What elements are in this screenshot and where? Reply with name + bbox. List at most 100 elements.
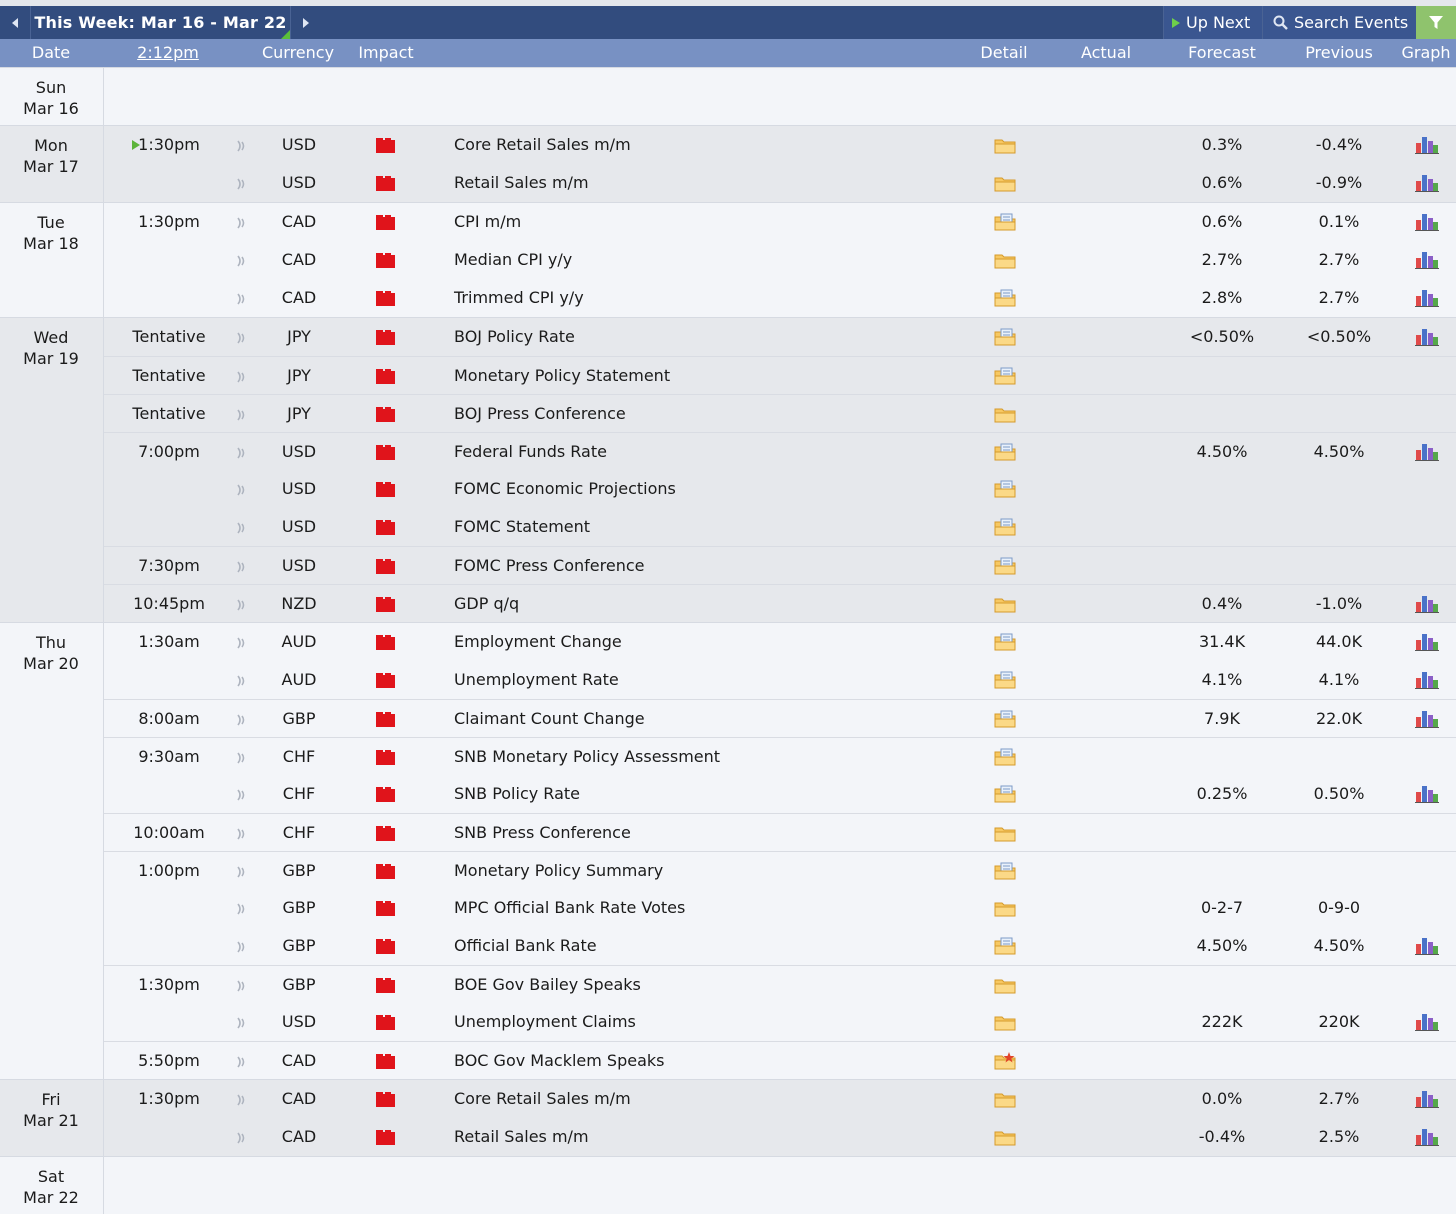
event-row[interactable]: USD FOMC Economic Projections	[104, 470, 1456, 508]
detail-button[interactable]	[994, 1128, 1016, 1146]
event-row[interactable]: Tentative JPY BOJ Policy Rate <0.50% <0.50%	[104, 318, 1456, 356]
detail-button[interactable]	[994, 213, 1016, 231]
detail-button[interactable]	[994, 136, 1016, 154]
event-title[interactable]: Claimant Count Change	[454, 709, 645, 728]
alarm-button[interactable]	[236, 138, 248, 152]
alarm-button[interactable]	[236, 826, 248, 840]
alarm-button[interactable]	[236, 215, 248, 229]
next-week-button[interactable]	[290, 6, 321, 39]
graph-button[interactable]	[1415, 669, 1439, 689]
graph-button[interactable]	[1415, 1126, 1439, 1146]
header-current-time[interactable]: 2:12pm	[137, 43, 199, 62]
event-row[interactable]: 9:30am CHF SNB Monetary Policy Assessment	[104, 737, 1456, 775]
event-row[interactable]: AUD Unemployment Rate 4.1% 4.1%	[104, 661, 1456, 699]
event-title[interactable]: Core Retail Sales m/m	[454, 1089, 631, 1108]
alarm-button[interactable]	[236, 520, 248, 534]
event-row[interactable]: 1:30pm CAD CPI m/m 0.6% 0.1%	[104, 203, 1456, 241]
alarm-button[interactable]	[236, 1054, 248, 1068]
alarm-button[interactable]	[236, 407, 248, 421]
event-row[interactable]: 5:50pm CAD BOC Gov Macklem Speaks	[104, 1041, 1456, 1079]
alarm-button[interactable]	[236, 597, 248, 611]
alarm-button[interactable]	[236, 559, 248, 573]
graph-button[interactable]	[1415, 935, 1439, 955]
detail-button[interactable]	[994, 443, 1016, 461]
event-row[interactable]: USD Unemployment Claims 222K 220K	[104, 1003, 1456, 1041]
detail-button[interactable]	[994, 405, 1016, 423]
graph-button[interactable]	[1415, 326, 1439, 346]
alarm-button[interactable]	[236, 445, 248, 459]
event-title[interactable]: BOJ Press Conference	[454, 404, 626, 423]
event-row[interactable]: Tentative JPY BOJ Press Conference	[104, 394, 1456, 432]
detail-button[interactable]	[994, 671, 1016, 689]
alarm-button[interactable]	[236, 864, 248, 878]
previous-week-button[interactable]	[0, 6, 31, 39]
event-title[interactable]: Official Bank Rate	[454, 936, 597, 955]
event-row[interactable]: 8:00am GBP Claimant Count Change 7.9K 22.0K	[104, 699, 1456, 737]
alarm-button[interactable]	[236, 673, 248, 687]
event-title[interactable]: Federal Funds Rate	[454, 442, 607, 461]
alarm-button[interactable]	[236, 482, 248, 496]
detail-button[interactable]	[994, 251, 1016, 269]
graph-button[interactable]	[1415, 1088, 1439, 1108]
event-title[interactable]: Employment Change	[454, 632, 622, 651]
detail-button[interactable]	[994, 862, 1016, 880]
event-title[interactable]: FOMC Economic Projections	[454, 479, 676, 498]
event-title[interactable]: Monetary Policy Statement	[454, 366, 671, 385]
graph-button[interactable]	[1415, 783, 1439, 803]
graph-button[interactable]	[1415, 593, 1439, 613]
detail-button[interactable]	[994, 367, 1016, 385]
event-title[interactable]: BOE Gov Bailey Speaks	[454, 975, 641, 994]
detail-button[interactable]	[994, 174, 1016, 192]
alarm-button[interactable]	[236, 939, 248, 953]
alarm-button[interactable]	[236, 978, 248, 992]
graph-button[interactable]	[1415, 249, 1439, 269]
graph-button[interactable]	[1415, 631, 1439, 651]
event-row[interactable]: GBP Official Bank Rate 4.50% 4.50%	[104, 927, 1456, 965]
alarm-button[interactable]	[236, 330, 248, 344]
alarm-button[interactable]	[236, 253, 248, 267]
graph-button[interactable]	[1415, 1011, 1439, 1031]
event-row[interactable]: Tentative JPY Monetary Policy Statement	[104, 356, 1456, 394]
alarm-button[interactable]	[236, 291, 248, 305]
event-title[interactable]: SNB Policy Rate	[454, 784, 580, 803]
detail-button[interactable]	[994, 1052, 1016, 1070]
alarm-button[interactable]	[236, 750, 248, 764]
graph-button[interactable]	[1415, 441, 1439, 461]
event-row[interactable]: 1:30pm USD Core Retail Sales m/m 0.3% -0.4%	[104, 126, 1456, 164]
alarm-button[interactable]	[236, 787, 248, 801]
detail-button[interactable]	[994, 785, 1016, 803]
event-row[interactable]: 1:30pm GBP BOE Gov Bailey Speaks	[104, 965, 1456, 1003]
detail-button[interactable]	[994, 595, 1016, 613]
event-title[interactable]: Median CPI y/y	[454, 250, 573, 269]
detail-button[interactable]	[994, 824, 1016, 842]
event-title[interactable]: BOJ Policy Rate	[454, 327, 575, 346]
event-row[interactable]: CAD Trimmed CPI y/y 2.8% 2.7%	[104, 279, 1456, 317]
event-title[interactable]: BOC Gov Macklem Speaks	[454, 1051, 665, 1070]
event-title[interactable]: SNB Monetary Policy Assessment	[454, 747, 721, 766]
event-title[interactable]: CPI m/m	[454, 212, 522, 231]
event-row[interactable]: CAD Median CPI y/y 2.7% 2.7%	[104, 241, 1456, 279]
detail-button[interactable]	[994, 748, 1016, 766]
event-row[interactable]: USD FOMC Statement	[104, 508, 1456, 546]
event-title[interactable]: Trimmed CPI y/y	[454, 288, 584, 307]
event-title[interactable]: FOMC Press Conference	[454, 556, 645, 575]
detail-button[interactable]	[994, 518, 1016, 536]
event-row[interactable]: 10:45pm NZD GDP q/q 0.4% -1.0%	[104, 584, 1456, 622]
alarm-button[interactable]	[236, 1015, 248, 1029]
alarm-button[interactable]	[236, 712, 248, 726]
graph-button[interactable]	[1415, 172, 1439, 192]
graph-button[interactable]	[1415, 287, 1439, 307]
detail-button[interactable]	[994, 633, 1016, 651]
week-title[interactable]: This Week: Mar 16 - Mar 22	[32, 6, 290, 39]
event-title[interactable]: Core Retail Sales m/m	[454, 135, 631, 154]
alarm-button[interactable]	[236, 1130, 248, 1144]
event-row[interactable]: 7:30pm USD FOMC Press Conference	[104, 546, 1456, 584]
event-row[interactable]: 1:30pm CAD Core Retail Sales m/m 0.0% 2.7%	[104, 1080, 1456, 1118]
event-title[interactable]: Unemployment Claims	[454, 1012, 636, 1031]
graph-button[interactable]	[1415, 211, 1439, 231]
up-next-button[interactable]: Up Next	[1163, 6, 1270, 39]
filter-button[interactable]	[1416, 6, 1456, 39]
event-row[interactable]: CAD Retail Sales m/m -0.4% 2.5%	[104, 1118, 1456, 1156]
detail-button[interactable]	[994, 1013, 1016, 1031]
detail-button[interactable]	[994, 328, 1016, 346]
